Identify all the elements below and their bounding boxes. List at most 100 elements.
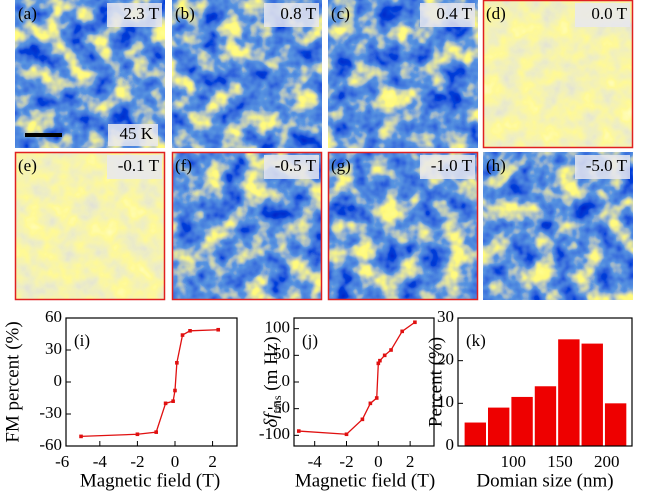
y-tick-label: 30 [45,339,62,358]
image-panel: (b) 0.8 T [172,0,322,148]
panel-label: (a) [18,4,37,23]
y-tick-label: 0 [282,371,291,390]
x-tick-label: -2 [130,452,144,471]
field-label-bg [107,155,162,179]
x-tick-label: 0 [374,452,383,471]
data-point [400,329,404,334]
field-label: 2.3 T [123,4,159,23]
data-point [374,396,379,400]
image-panel: (h) -5.0 T [483,152,633,300]
panel-label: (g) [331,156,351,175]
bar [464,422,486,446]
panel-label: (h) [486,156,506,175]
panel-label: (b) [175,4,195,23]
data-point [188,329,192,333]
y-axis-label: δfrms (m Hz) [261,336,283,427]
y-axis-label: FM percent (%) [2,321,23,442]
data-point [344,432,349,437]
panel-border [14,151,166,301]
data-point [296,429,301,433]
x-tick-label: 2 [208,452,217,471]
data-point [173,388,177,393]
y-tick-label: 30 [437,307,454,326]
x-tick-label: -6 [55,452,69,471]
bar [581,343,603,446]
field-label-bg [107,3,162,27]
bar [558,339,580,446]
y-axis-label: Percent (%) [425,337,446,427]
data-point [79,434,83,439]
data-point [389,348,393,352]
data-line [81,329,219,438]
bar [511,396,533,446]
plot-frame [293,317,435,447]
image-panel: (c) 0.4 T [328,0,478,148]
y-tick-label: 10 [437,392,454,411]
chart-label: (k) [466,331,486,350]
data-point [180,333,185,337]
y-tick-label: -30 [39,403,62,422]
y-tick-label: 0 [446,435,455,454]
bar [604,403,627,446]
image-panel: (g) -1.0 T [327,151,479,301]
bar [534,386,557,446]
data-point [135,432,140,437]
field-label: -1.0 T [431,156,473,175]
data-point [171,399,175,403]
field-label-bg [264,3,319,27]
panel-border [171,151,323,301]
y-tick-label: -100 [259,424,290,443]
field-label-bg [575,155,630,179]
image-panel: (d) 0.0 T [482,0,634,149]
y-tick-label: -60 [39,435,62,454]
data-point [175,361,179,365]
x-tick-label: 2 [406,452,415,471]
y-label-sub: rms [270,395,284,413]
data-point [382,353,387,358]
data-point [154,430,158,434]
data-point [216,327,221,332]
x-tick-label: 0 [171,452,180,471]
x-tick-label: 200 [594,452,620,471]
temperature-bg [108,124,158,146]
panel-border [482,0,634,149]
panel-label: (e) [18,156,37,175]
y-tick-label: 20 [437,350,454,369]
field-label: 0.8 T [280,4,316,23]
x-tick-label: -4 [308,452,323,471]
field-label-bg [264,155,319,179]
x-tick-label: 150 [547,452,573,471]
panel-border [327,151,479,301]
x-axis-label: Magnetic field (T) [80,470,220,491]
y-label-main: δf [261,411,282,428]
data-point [368,401,373,406]
y-tick-label: 100 [265,318,291,337]
data-point [163,401,168,406]
field-label: -0.5 T [275,156,317,175]
data-point [360,417,365,422]
plot-frame [457,317,633,447]
chart-label: (i) [74,331,90,350]
x-axis-label: Magnetic field (T) [295,470,435,491]
y-tick-label: 60 [45,307,62,326]
panel-label: (c) [331,4,350,23]
field-label: 0.0 T [591,4,627,23]
y-label-unit: (m Hz) [261,336,282,390]
image-panel: (a) 2.3 T [15,0,165,148]
y-tick-label: -50 [267,398,290,417]
field-label-bg [420,3,475,27]
field-label-bg [575,3,630,27]
data-point [378,358,382,363]
image-panel: (e) -0.1 T [14,151,166,301]
image-panel: (f) -0.5 T [171,151,323,301]
x-tick-label: -4 [93,452,108,471]
field-label: -5.0 T [586,156,628,175]
x-tick-label: 100 [500,452,526,471]
chart-label: (j) [302,331,318,350]
panel-label: (d) [486,4,506,23]
data-point [413,320,417,325]
x-axis-label: Domian size (nm) [476,470,613,491]
field-label: 0.4 T [436,4,472,23]
y-tick-label: 50 [273,344,290,363]
